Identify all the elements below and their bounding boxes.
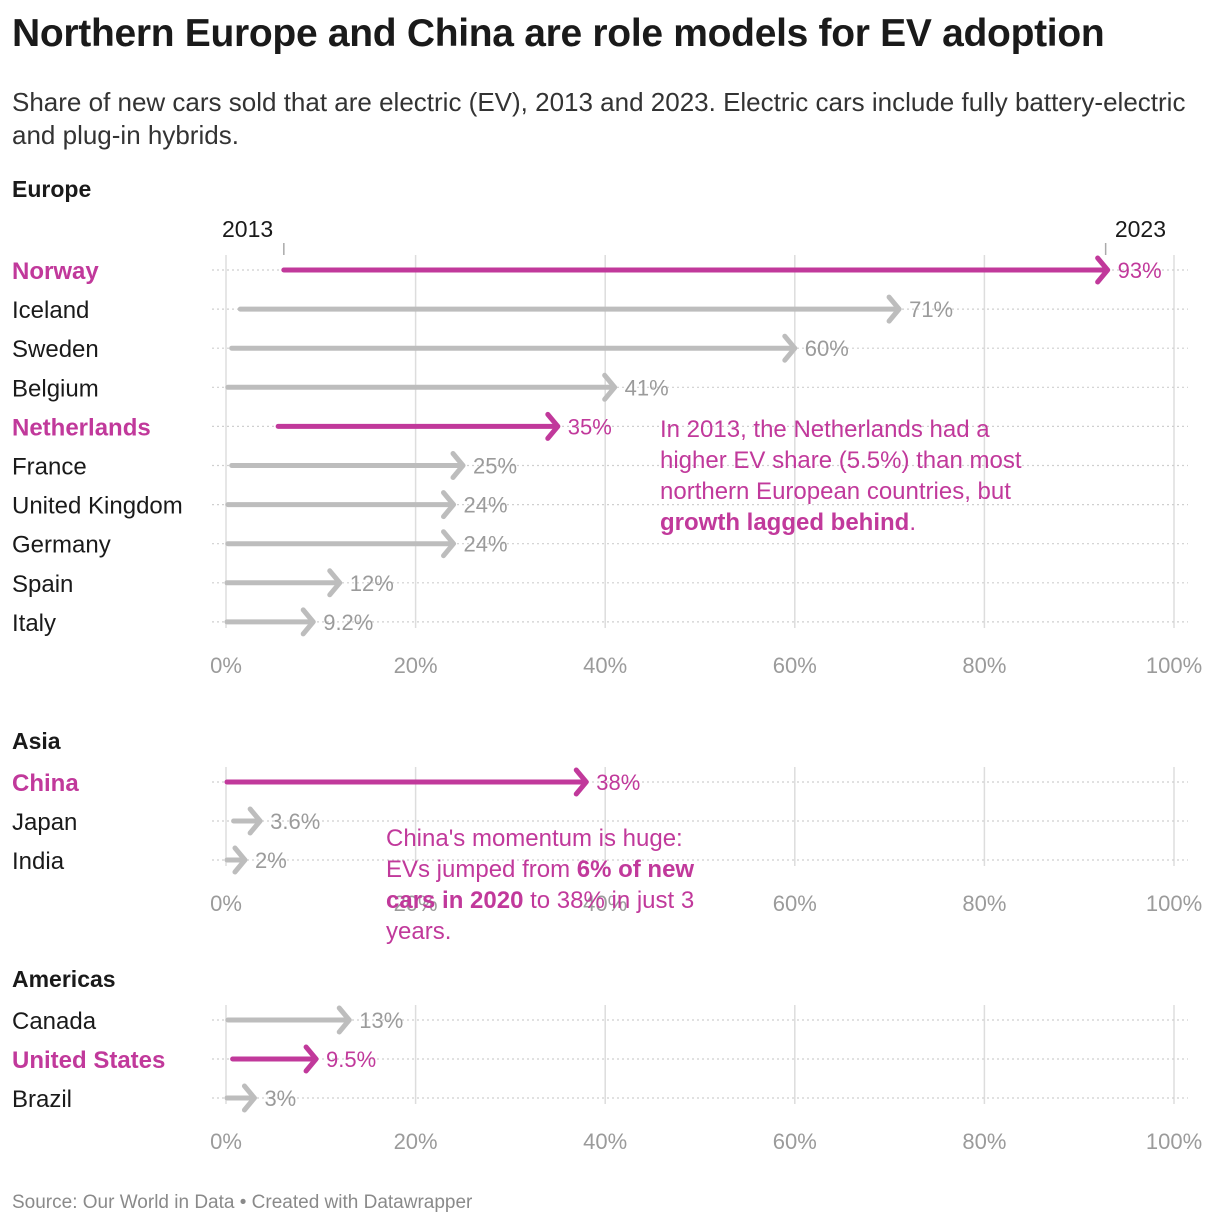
value-label-italy: 9.2% xyxy=(323,610,373,635)
value-label-norway: 93% xyxy=(1118,258,1162,283)
arrow-head-iceland xyxy=(886,294,902,324)
value-label-india: 2% xyxy=(255,848,287,873)
tick-label-europe-20: 20% xyxy=(394,653,438,678)
value-label-united-states: 9.5% xyxy=(326,1047,376,1072)
value-label-germany: 24% xyxy=(464,532,508,557)
arrow-head-france xyxy=(450,451,466,480)
annotation-netherlands: In 2013, the Netherlands had a higher EV… xyxy=(660,416,1022,536)
arrow-head-united-states xyxy=(303,1044,319,1074)
value-label-japan: 3.6% xyxy=(270,809,320,834)
tick-label-americas-80: 80% xyxy=(962,1129,1006,1154)
tick-label-americas-60: 60% xyxy=(773,1129,817,1154)
row-label-spain: Spain xyxy=(12,571,73,598)
arrow-head-belgium xyxy=(602,372,618,402)
row-label-netherlands: Netherlands xyxy=(12,414,151,441)
arrow-head-italy xyxy=(300,607,316,637)
tick-label-europe-100: 100% xyxy=(1146,653,1202,678)
row-label-italy: Italy xyxy=(12,610,56,637)
chart-subtitle: Share of new cars sold that are electric… xyxy=(12,87,1186,150)
tick-label-asia-100: 100% xyxy=(1146,891,1202,916)
value-label-sweden: 60% xyxy=(805,336,849,361)
row-label-united-kingdom: United Kingdom xyxy=(12,493,183,520)
value-label-netherlands: 35% xyxy=(568,414,612,439)
annotation-china: China's momentum is huge: EVs jumped fro… xyxy=(386,825,695,945)
row-label-norway: Norway xyxy=(12,258,99,285)
value-label-iceland: 71% xyxy=(909,297,953,322)
row-label-sweden: Sweden xyxy=(12,336,99,363)
row-label-brazil: Brazil xyxy=(12,1086,72,1113)
year-label-end: 2023 xyxy=(1115,216,1166,242)
tick-label-europe-0: 0% xyxy=(210,653,242,678)
row-label-france: France xyxy=(12,454,87,481)
row-label-belgium: Belgium xyxy=(12,375,99,402)
row-label-united-states: United States xyxy=(12,1047,165,1074)
arrow-head-india xyxy=(232,845,248,875)
tick-label-americas-40: 40% xyxy=(583,1129,627,1154)
group-title-asia: Asia xyxy=(12,728,61,754)
value-label-france: 25% xyxy=(473,454,517,479)
row-label-india: India xyxy=(12,848,65,875)
row-label-iceland: Iceland xyxy=(12,297,89,324)
arrow-head-germany xyxy=(441,529,457,559)
tick-label-europe-80: 80% xyxy=(962,653,1006,678)
tick-label-asia-80: 80% xyxy=(962,891,1006,916)
arrow-head-japan xyxy=(247,806,263,836)
tick-label-europe-60: 60% xyxy=(773,653,817,678)
arrow-head-united-kingdom xyxy=(441,490,457,520)
tick-label-asia-40: 40% xyxy=(583,891,627,916)
value-label-canada: 13% xyxy=(359,1008,403,1033)
arrow-head-spain xyxy=(327,568,343,598)
arrow-head-norway xyxy=(1095,255,1111,285)
group-title-americas: Americas xyxy=(12,966,116,992)
arrow-head-canada xyxy=(336,1005,352,1035)
tick-label-americas-100: 100% xyxy=(1146,1129,1202,1154)
tick-label-asia-20: 20% xyxy=(394,891,438,916)
arrow-head-brazil xyxy=(241,1083,257,1113)
value-label-belgium: 41% xyxy=(625,375,669,400)
footer-source: Source: Our World in Data • Created with… xyxy=(12,1192,473,1213)
row-label-germany: Germany xyxy=(12,532,111,559)
row-label-japan: Japan xyxy=(12,809,77,836)
value-label-spain: 12% xyxy=(350,571,394,596)
value-label-brazil: 3% xyxy=(264,1086,296,1111)
chart-title: Northern Europe and China are role model… xyxy=(12,12,1105,55)
arrow-head-sweden xyxy=(782,333,798,363)
tick-label-asia-60: 60% xyxy=(773,891,817,916)
arrow-head-netherlands xyxy=(545,411,561,441)
row-label-china: China xyxy=(12,770,79,797)
value-label-united-kingdom: 24% xyxy=(464,493,508,518)
tick-label-americas-20: 20% xyxy=(394,1129,438,1154)
tick-label-americas-0: 0% xyxy=(210,1129,242,1154)
group-title-europe: Europe xyxy=(12,176,91,202)
arrow-head-china xyxy=(573,767,589,797)
tick-label-asia-0: 0% xyxy=(210,891,242,916)
year-label-start: 2013 xyxy=(222,216,273,242)
row-label-canada: Canada xyxy=(12,1008,97,1035)
tick-label-europe-40: 40% xyxy=(583,653,627,678)
value-label-china: 38% xyxy=(596,770,640,795)
